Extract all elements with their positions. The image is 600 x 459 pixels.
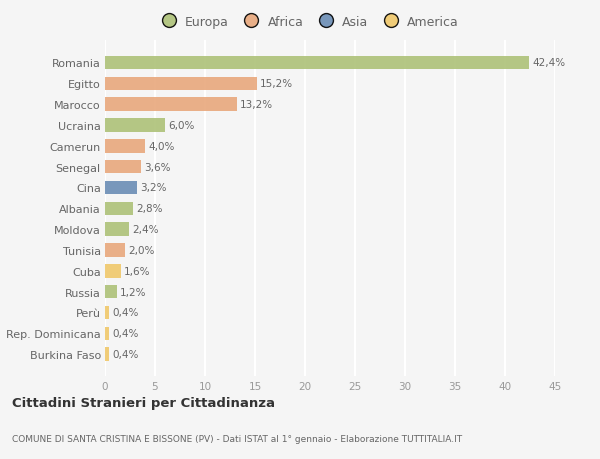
Text: 0,4%: 0,4%	[112, 349, 139, 359]
Bar	[105, 119, 165, 133]
Legend: Europa, Africa, Asia, America: Europa, Africa, Asia, America	[151, 11, 464, 34]
Bar	[105, 98, 237, 112]
Text: 2,0%: 2,0%	[128, 246, 154, 255]
Text: 2,4%: 2,4%	[132, 224, 158, 235]
Bar	[105, 140, 145, 153]
Bar	[105, 56, 529, 70]
Bar	[105, 181, 137, 195]
Bar	[105, 77, 257, 91]
Text: 13,2%: 13,2%	[240, 100, 273, 110]
Bar	[105, 223, 129, 236]
Bar	[105, 202, 133, 216]
Text: 3,2%: 3,2%	[140, 183, 167, 193]
Text: 0,4%: 0,4%	[112, 308, 139, 318]
Text: 3,6%: 3,6%	[144, 162, 170, 172]
Text: 0,4%: 0,4%	[112, 329, 139, 339]
Bar	[105, 347, 109, 361]
Bar	[105, 161, 141, 174]
Bar	[105, 285, 117, 299]
Text: 2,8%: 2,8%	[136, 204, 163, 214]
Text: COMUNE DI SANTA CRISTINA E BISSONE (PV) - Dati ISTAT al 1° gennaio - Elaborazion: COMUNE DI SANTA CRISTINA E BISSONE (PV) …	[12, 434, 462, 442]
Text: 6,0%: 6,0%	[168, 121, 194, 131]
Text: 1,6%: 1,6%	[124, 266, 151, 276]
Text: 1,2%: 1,2%	[120, 287, 146, 297]
Bar	[105, 264, 121, 278]
Bar	[105, 327, 109, 341]
Text: 4,0%: 4,0%	[148, 141, 175, 151]
Text: Cittadini Stranieri per Cittadinanza: Cittadini Stranieri per Cittadinanza	[12, 396, 275, 409]
Text: 42,4%: 42,4%	[532, 58, 565, 68]
Text: 15,2%: 15,2%	[260, 79, 293, 89]
Bar	[105, 306, 109, 319]
Bar	[105, 244, 125, 257]
